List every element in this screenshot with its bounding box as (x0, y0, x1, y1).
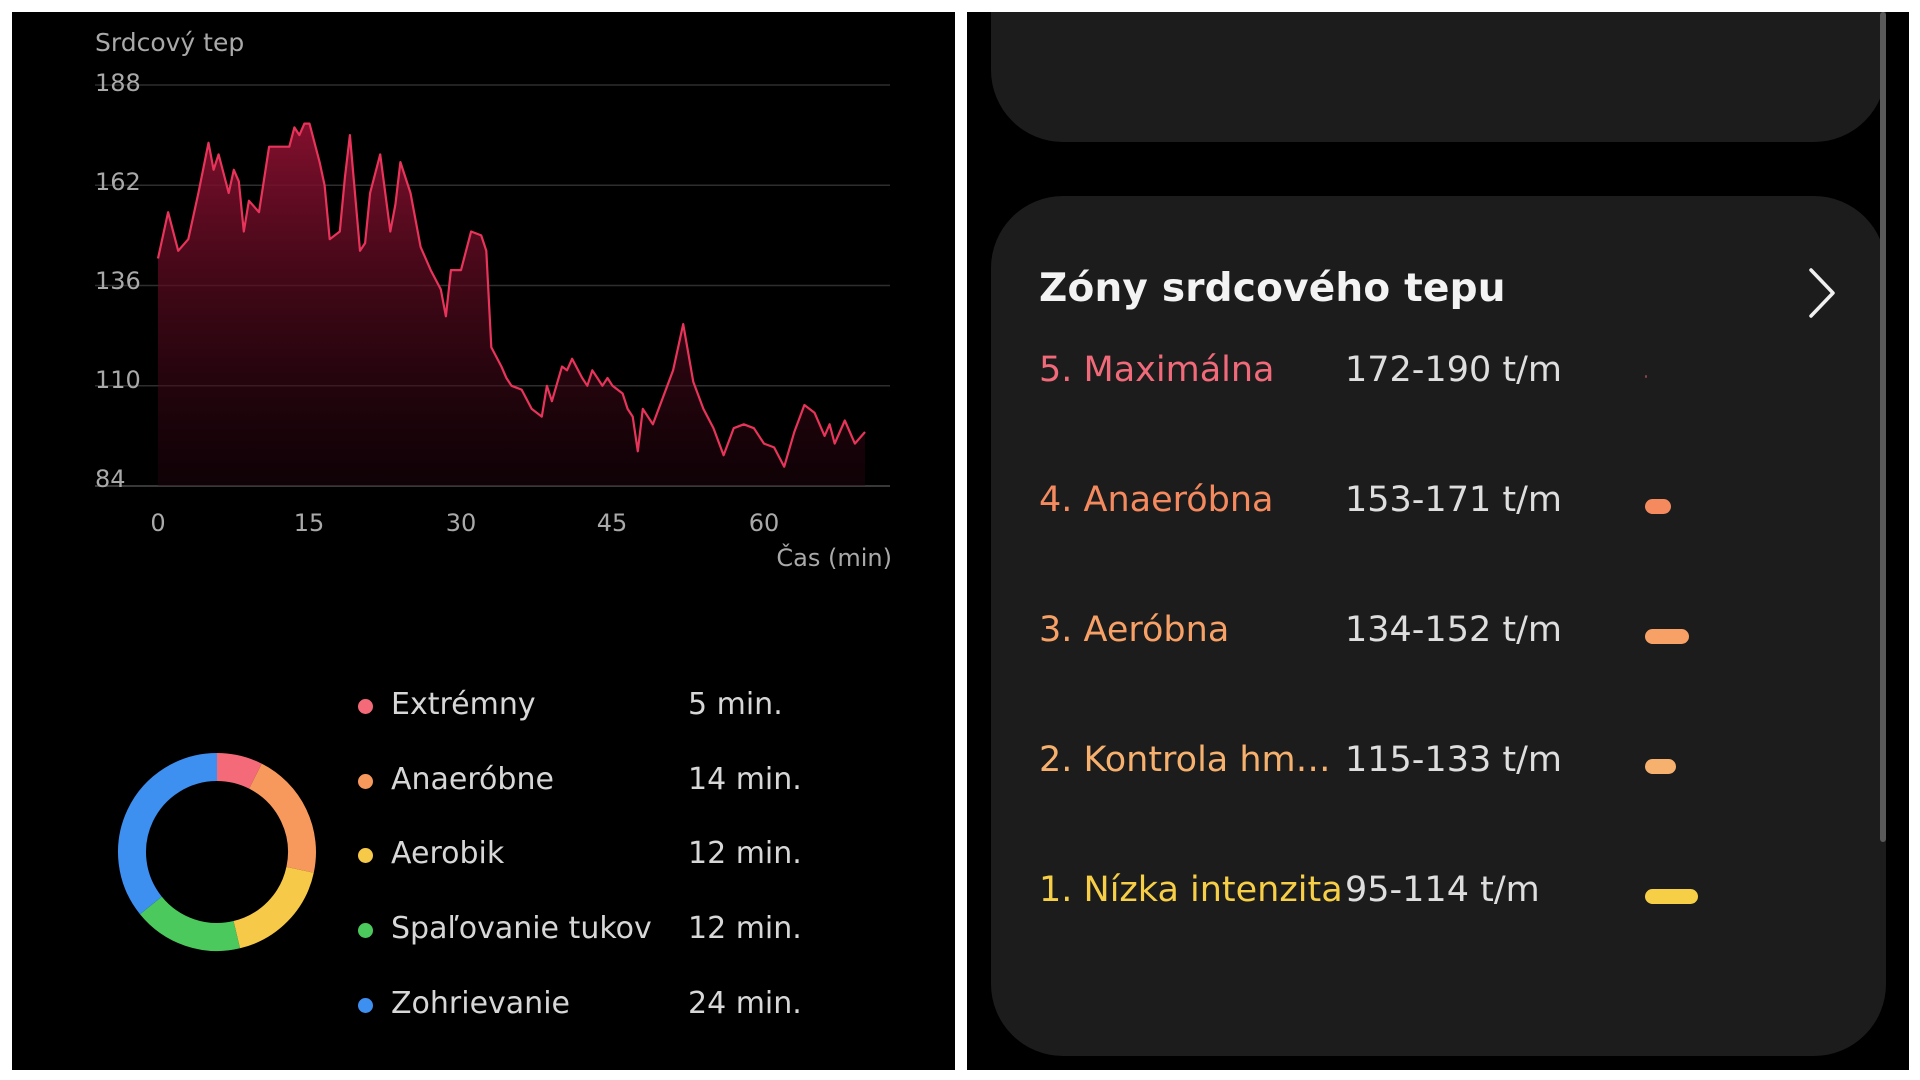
x-tick-30: 30 (446, 509, 477, 537)
zone-range: 95-114 t/m (1345, 870, 1540, 910)
donut-segment-anaerobic (248, 763, 316, 873)
heart-rate-area (158, 123, 865, 486)
zone-name: 2. Kontrola hm… (1039, 740, 1331, 780)
legend-dot-fat-burn (358, 923, 373, 938)
legend-value: 12 min. (688, 836, 802, 871)
legend-label: Aerobik (391, 836, 505, 871)
heart-rate-panel: Srdcový tep 188 162 136 110 84 0 15 30 4… (12, 12, 955, 1070)
zone-bar (1645, 375, 1647, 378)
chart-title: Srdcový tep (95, 28, 245, 57)
legend-row-fat-burn: Spaľovanie tukov 12 min. (358, 909, 878, 953)
heart-rate-line (156, 122, 866, 468)
y-tick-136: 136 (95, 267, 141, 295)
legend-label: Zohrievanie (391, 986, 570, 1021)
legend-label: Extrémny (391, 687, 536, 722)
zone-row-4: 4. Anaeróbna 153-171 t/m (1039, 480, 1839, 530)
legend-row-anaerobic: Anaeróbne 14 min. (358, 760, 878, 804)
y-tick-84: 84 (95, 465, 126, 493)
legend-label: Anaeróbne (391, 762, 554, 797)
zone-name: 3. Aeróbna (1039, 610, 1230, 650)
zone-range: 153-171 t/m (1345, 480, 1562, 520)
legend-value: 14 min. (688, 762, 802, 797)
zone-row-5: 5. Maximálna 172-190 t/m (1039, 350, 1839, 400)
heart-rate-chart: 188 162 136 110 84 0 15 30 45 60 Čas (mi… (95, 69, 892, 572)
x-tick-45: 45 (597, 509, 628, 537)
legend-dot-extreme (358, 699, 373, 714)
legend-row-aerobic: Aerobik 12 min. (358, 834, 878, 878)
donut-segment-aerobic (232, 866, 314, 949)
heart-rate-zones-panel: Zóny srdcového tepu 5. Maximálna 172-190… (967, 12, 1909, 1070)
scrollbar[interactable] (1880, 12, 1886, 842)
zone-bar (1645, 499, 1671, 514)
x-tick-0: 0 (150, 509, 165, 537)
legend-row-extreme: Extrémny 5 min. (358, 685, 878, 729)
zone-range: 172-190 t/m (1345, 350, 1562, 390)
chevron-right-icon[interactable] (1805, 266, 1839, 320)
x-tick-60: 60 (749, 509, 780, 537)
zone-name: 4. Anaeróbna (1039, 480, 1274, 520)
zone-range: 115-133 t/m (1345, 740, 1562, 780)
zone-name: 5. Maximálna (1039, 350, 1275, 390)
legend-value: 12 min. (688, 911, 802, 946)
zone-bar (1645, 759, 1676, 774)
y-tick-162: 162 (95, 168, 141, 196)
legend-dot-aerobic (358, 848, 373, 863)
zones-card[interactable]: Zóny srdcového tepu 5. Maximálna 172-190… (991, 196, 1886, 1056)
donut-segment-warmup (118, 753, 218, 915)
zone-row-2: 2. Kontrola hm… 115-133 t/m (1039, 740, 1839, 790)
legend-value: 5 min. (688, 687, 783, 722)
donut-segment-extreme (216, 753, 262, 789)
legend-label: Spaľovanie tukov (391, 911, 652, 946)
legend-dot-anaerobic (358, 774, 373, 789)
previous-card (991, 12, 1886, 142)
zone-time-donut (118, 753, 316, 951)
y-tick-188: 188 (95, 69, 141, 97)
zone-row-1: 1. Nízka intenzita 95-114 t/m (1039, 870, 1839, 920)
zone-bar (1645, 629, 1689, 644)
donut-segment-fat-burn (140, 896, 240, 951)
legend-value: 24 min. (688, 986, 802, 1021)
zone-name: 1. Nízka intenzita (1039, 870, 1343, 910)
zone-range: 134-152 t/m (1345, 610, 1562, 650)
zone-bar (1645, 889, 1698, 904)
zones-card-title: Zóny srdcového tepu (1039, 266, 1506, 311)
zone-row-3: 3. Aeróbna 134-152 t/m (1039, 610, 1839, 660)
x-axis-label: Čas (min) (776, 542, 892, 572)
legend-row-warmup: Zohrievanie 24 min. (358, 984, 878, 1028)
x-tick-15: 15 (294, 509, 325, 537)
legend-dot-warmup (358, 998, 373, 1013)
y-tick-110: 110 (95, 366, 141, 394)
